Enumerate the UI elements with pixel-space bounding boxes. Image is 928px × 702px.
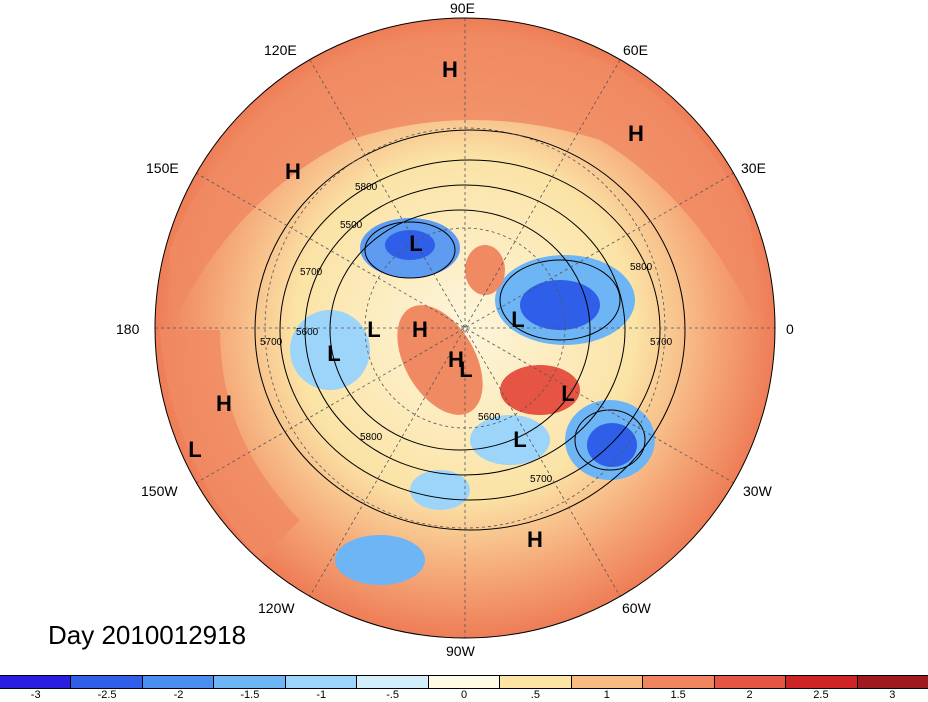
- longitude-label: 120E: [264, 42, 297, 58]
- colorbar-tick-label: 2.5: [813, 689, 829, 701]
- anomaly-field: [155, 18, 775, 638]
- high-pressure-marker: H: [448, 347, 464, 372]
- colorbar-swatch: [71, 676, 143, 688]
- low-pressure-marker: L: [367, 317, 381, 342]
- longitude-label: 30W: [743, 483, 772, 499]
- contour-label: 5700: [260, 337, 283, 348]
- map-title: Day 2010012918: [48, 620, 247, 650]
- colorbar-swatch: [357, 676, 429, 688]
- colorbar-tick-label: 1.5: [670, 689, 686, 701]
- low-pressure-marker: L: [327, 341, 341, 366]
- contour-label: 5700: [300, 267, 323, 278]
- contour-label: 5800: [360, 432, 383, 443]
- colorbar-tick-label: -2: [173, 689, 184, 701]
- contour-label: 5600: [296, 327, 319, 338]
- low-pressure-marker: L: [188, 437, 202, 462]
- low-pressure-marker: L: [561, 381, 575, 406]
- colorbar-swatch: [285, 676, 358, 688]
- colorbar-tick-label: 1: [603, 689, 610, 701]
- colorbar-swatch: [786, 676, 858, 688]
- high-pressure-marker: H: [628, 121, 644, 146]
- colorbar-swatch: [571, 676, 644, 688]
- longitude-label: 150W: [141, 483, 178, 499]
- colorbar-tick-label: -2.5: [97, 689, 117, 701]
- colorbar-swatch: [643, 676, 715, 688]
- contour-label: 5800: [355, 182, 378, 193]
- colorbar-tick-label: -.5: [386, 689, 400, 701]
- colorbar-tick-label: 3: [889, 689, 896, 701]
- colorbar-swatch: [857, 676, 928, 688]
- contour-label: 5600: [478, 412, 501, 423]
- longitude-label: 150E: [146, 160, 179, 176]
- longitude-label: 180: [116, 321, 140, 337]
- high-pressure-marker: H: [527, 527, 543, 552]
- colorbar: [0, 675, 928, 689]
- contour-label: 5500: [340, 220, 363, 231]
- high-pressure-marker: H: [442, 57, 458, 82]
- colorbar-swatch: [714, 676, 787, 688]
- longitude-label: 120W: [258, 600, 295, 616]
- low-pressure-marker: L: [511, 307, 525, 332]
- colorbar-swatch: [500, 676, 572, 688]
- contour-label: 5700: [530, 474, 553, 485]
- high-pressure-marker: H: [216, 391, 232, 416]
- longitude-label: 90W: [446, 643, 475, 659]
- longitude-label: 30E: [741, 160, 766, 176]
- longitude-label: 60W: [622, 600, 651, 616]
- longitude-label: 60E: [623, 42, 648, 58]
- longitude-label: 0: [786, 321, 794, 337]
- colorbar-tick-label: -1: [316, 689, 327, 701]
- contour-label: 5800: [630, 262, 653, 273]
- low-pressure-marker: L: [513, 427, 527, 452]
- colorbar-tick-label: -1.5: [240, 689, 260, 701]
- colorbar-tick-label: 0: [460, 689, 468, 701]
- colorbar-swatch: [214, 676, 286, 688]
- low-pressure-marker: L: [409, 231, 423, 256]
- longitude-label: 90E: [450, 0, 475, 16]
- colorbar-swatch: [0, 676, 72, 688]
- contour-label: 5700: [650, 337, 673, 348]
- high-pressure-marker: H: [412, 317, 428, 342]
- colorbar-tick-label: -3: [30, 689, 41, 701]
- colorbar-tick-label: .5: [530, 689, 540, 701]
- colorbar-swatch: [428, 676, 501, 688]
- low-pressure-marker: L: [459, 357, 473, 382]
- colorbar-tick-label: 2: [746, 689, 753, 701]
- colorbar-swatch: [142, 676, 215, 688]
- high-pressure-marker: H: [285, 159, 301, 184]
